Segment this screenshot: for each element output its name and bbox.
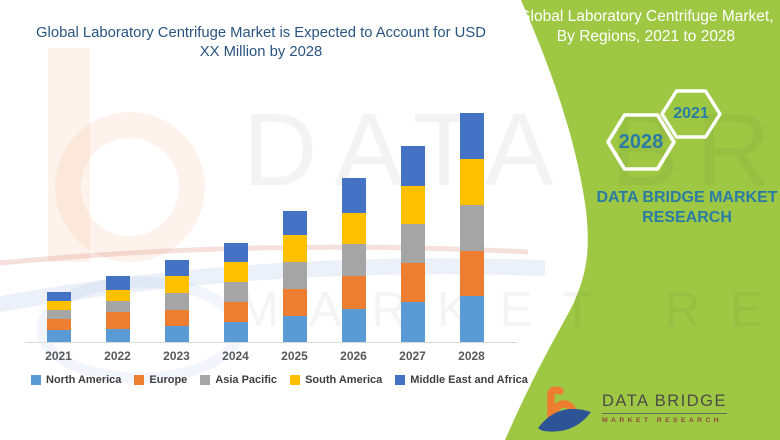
segment-north-america-2026 [341, 309, 366, 342]
segment-europe-2026 [341, 276, 366, 309]
logo-blue-swoosh [538, 408, 591, 432]
data-bridge-logo: DATA BRIDGE MARKET RESEARCH [536, 383, 727, 435]
segment-asia-pacific-2025 [282, 262, 307, 289]
stacked-bar-2025 [282, 211, 307, 342]
segment-north-america-2021 [46, 330, 71, 342]
x-axis-label-2025: 2025 [281, 349, 308, 363]
logo-subtitle: MARKET RESEARCH [602, 417, 723, 424]
hexagon-2028-label: 2028 [618, 131, 664, 153]
logo-name: DATA BRIDGE [602, 392, 727, 414]
segment-north-america-2023 [164, 326, 189, 342]
legend-swatch-north-america [31, 375, 41, 385]
segment-north-america-2028 [459, 296, 484, 342]
segment-asia-pacific-2023 [164, 293, 189, 310]
x-axis-line [25, 342, 517, 343]
bar-column-2024: 2024 [206, 105, 265, 363]
x-axis-label-2028: 2028 [458, 349, 485, 363]
segment-north-america-2022 [105, 329, 130, 342]
stacked-bar-2023 [164, 260, 189, 342]
plot-area: 2021 2022 2023 2024 2025 2026 2027 2028 [29, 105, 501, 363]
segment-europe-2022 [105, 312, 130, 329]
segment-asia-pacific-2027 [400, 224, 425, 263]
stacked-bar-2021 [46, 292, 71, 342]
x-axis-label-2022: 2022 [104, 349, 131, 363]
legend-item-north-america: North America [31, 374, 121, 386]
x-axis-label-2026: 2026 [340, 349, 367, 363]
segment-south-america-2026 [341, 213, 366, 244]
data-bridge-logo-icon [538, 386, 591, 432]
bar-column-2021: 2021 [29, 105, 88, 363]
segment-europe-2023 [164, 310, 189, 326]
segment-europe-2025 [282, 289, 307, 316]
segment-middle-east-and-africa-2022 [105, 276, 130, 290]
hexagon-2021-label: 2021 [673, 105, 709, 122]
segment-europe-2024 [223, 302, 248, 322]
bar-column-2026: 2026 [324, 105, 383, 363]
segment-south-america-2028 [459, 159, 484, 205]
legend-label-asia-pacific: Asia Pacific [215, 374, 278, 386]
stacked-bar-2022 [105, 276, 130, 342]
segment-middle-east-and-africa-2028 [459, 113, 484, 159]
legend-label-europe: Europe [149, 374, 188, 386]
segment-europe-2028 [459, 251, 484, 296]
segment-asia-pacific-2022 [105, 301, 130, 312]
logo-b-stem [547, 386, 564, 427]
segment-south-america-2027 [400, 186, 425, 224]
watermark-b-stem [48, 48, 90, 262]
legend-item-asia-pacific: Asia Pacific [200, 374, 277, 386]
bar-column-2025: 2025 [265, 105, 324, 363]
legend-label-middle-east-and-africa: Middle East and Africa [410, 374, 528, 386]
bar-column-2028: 2028 [442, 105, 501, 363]
segment-asia-pacific-2021 [46, 310, 71, 319]
legend-label-north-america: North America [46, 374, 122, 386]
stacked-bar-2028 [459, 113, 484, 342]
segment-north-america-2027 [400, 302, 425, 342]
legend-item-middle-east-and-africa: Middle East and Africa [395, 374, 528, 386]
chart-title: Global Laboratory Centrifuge Market is E… [36, 25, 486, 60]
segment-europe-2027 [400, 263, 425, 302]
segment-asia-pacific-2024 [223, 282, 248, 302]
legend-label-south-america: South America [305, 374, 383, 386]
stacked-bar-2024 [223, 243, 248, 342]
segment-south-america-2024 [223, 262, 248, 282]
legend-item-south-america: South America [290, 374, 382, 386]
legend: North America Europe Asia Pacific South Ame… [31, 374, 528, 386]
segment-south-america-2022 [105, 290, 130, 301]
segment-middle-east-and-africa-2023 [164, 260, 189, 276]
x-axis-label-2023: 2023 [163, 349, 190, 363]
logo-text: DATA BRIDGE MARKET RESEARCH [602, 392, 727, 424]
segment-asia-pacific-2026 [341, 244, 366, 276]
watermark-red-swoosh [0, 244, 529, 266]
segment-middle-east-and-africa-2025 [282, 211, 307, 235]
legend-swatch-asia-pacific [200, 375, 211, 385]
segment-south-america-2021 [46, 301, 71, 310]
x-axis-label-2027: 2027 [399, 349, 426, 363]
x-axis-label-2021: 2021 [45, 349, 72, 363]
bar-column-2027: 2027 [383, 105, 442, 363]
bar-column-2022: 2022 [88, 105, 147, 363]
legend-swatch-europe [134, 375, 145, 385]
segment-middle-east-and-africa-2024 [223, 243, 248, 262]
stacked-bar-2027 [400, 146, 425, 342]
segment-south-america-2023 [164, 276, 189, 293]
watermark-b-bowl [55, 112, 205, 262]
segment-asia-pacific-2028 [459, 205, 484, 251]
panel-brand-text: DATA BRIDGE MARKET RESEARCH [596, 189, 778, 226]
legend-item-europe: Europe [134, 374, 187, 386]
legend-swatch-south-america [290, 375, 301, 385]
legend-swatch-middle-east-and-africa [395, 375, 406, 385]
segment-south-america-2025 [282, 235, 307, 262]
segment-europe-2021 [46, 319, 71, 330]
panel-title: Global Laboratory Centrifuge Market, By … [518, 8, 774, 46]
segment-north-america-2025 [282, 316, 307, 342]
stacked-bar-2026 [341, 178, 366, 342]
segment-middle-east-and-africa-2027 [400, 146, 425, 186]
bar-column-2023: 2023 [147, 105, 206, 363]
segment-middle-east-and-africa-2021 [46, 292, 71, 301]
segment-north-america-2024 [223, 322, 248, 342]
x-axis-label-2024: 2024 [222, 349, 249, 363]
segment-middle-east-and-africa-2026 [341, 178, 366, 213]
